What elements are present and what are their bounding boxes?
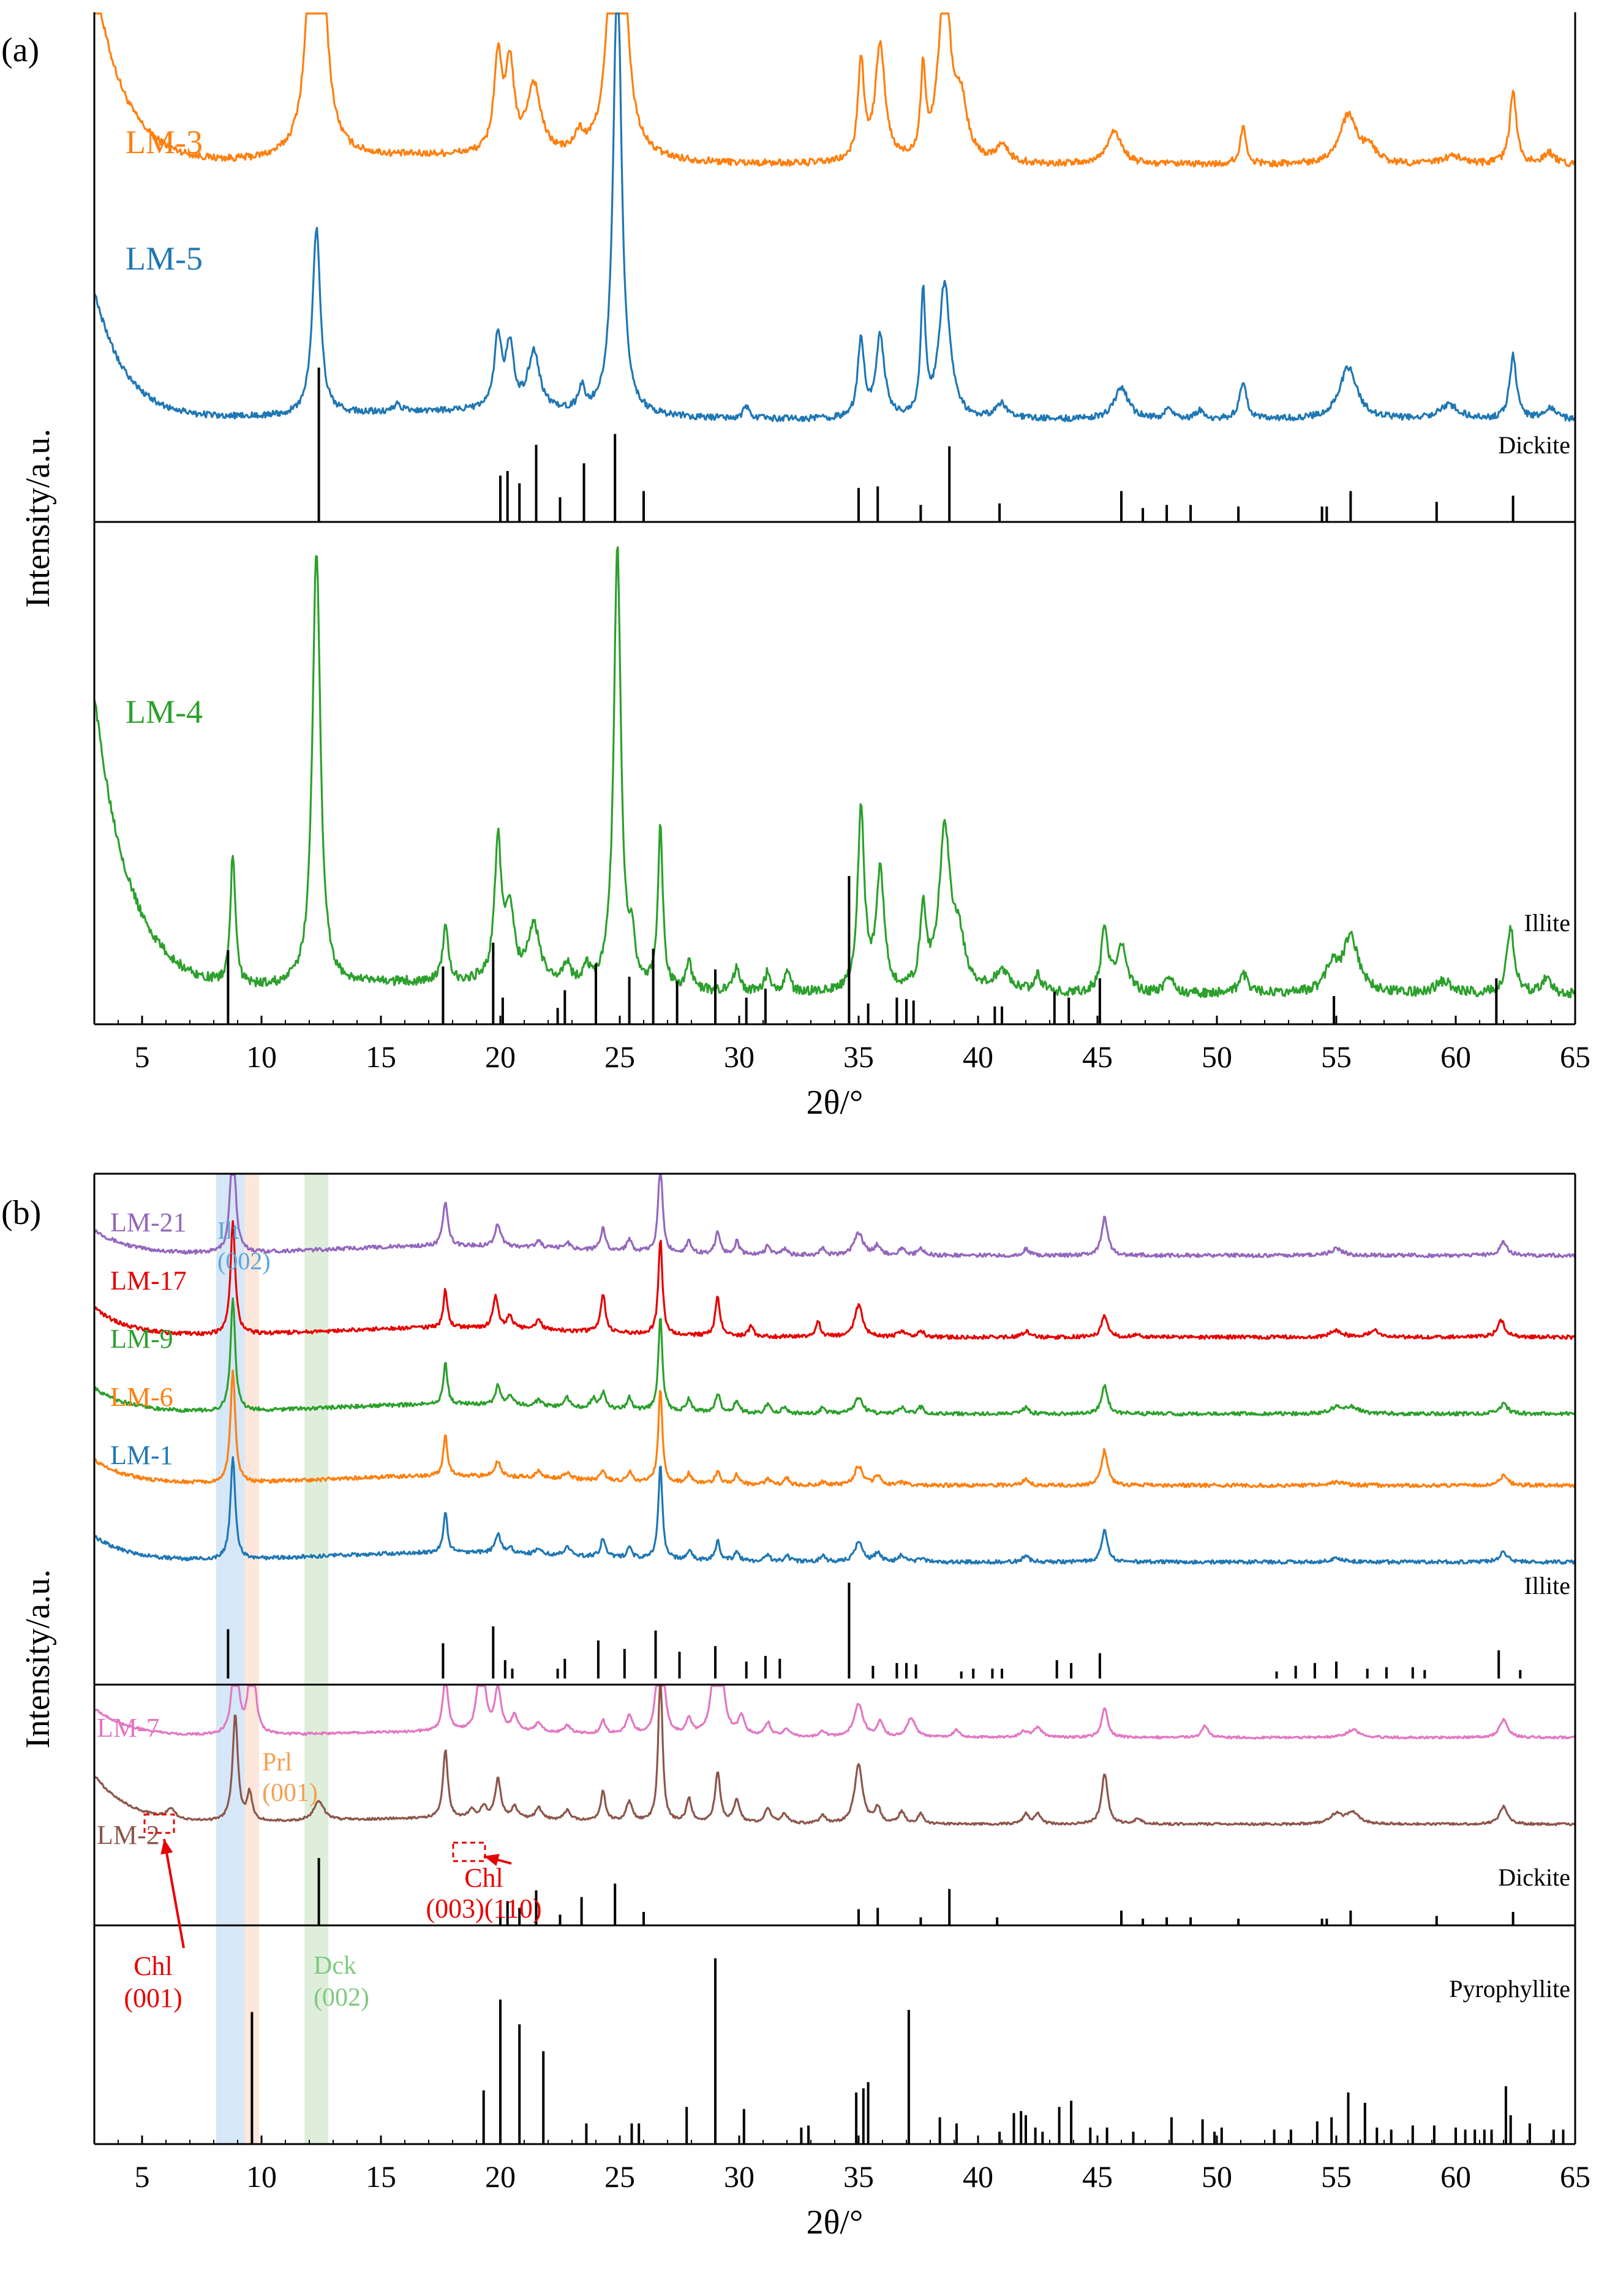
- chl-001-arrow: [163, 1838, 185, 1949]
- x-tick-label: 65: [1560, 1040, 1590, 1074]
- series-line-lm-17: [93, 1220, 1576, 1340]
- annotation-text: (002): [314, 1984, 369, 2012]
- x-tick-label: 10: [246, 2159, 277, 2194]
- series-line-lm-4: [93, 546, 1576, 999]
- panel-b: LM-21 LM-17 LM-9 LM-6 LM-1 Illite LM-7 LM-2 Dick…: [1, 1173, 1590, 2241]
- annotation-text: Ilt: [217, 1217, 239, 1244]
- chl-001-marker-box: [143, 1813, 175, 1834]
- annotation-text: (001): [262, 1779, 318, 1807]
- x-tick-label: 10: [246, 1040, 277, 1074]
- reference-label-illite: Illite: [1524, 909, 1570, 937]
- series-line-lm-5: [93, 12, 1576, 423]
- x-tick-label: 45: [1082, 1040, 1113, 1074]
- panel-label: (b): [1, 1194, 41, 1232]
- x-tick-label: 40: [963, 2159, 993, 2194]
- x-tick-label: 65: [1560, 2159, 1590, 2194]
- x-tick-label: 35: [843, 1040, 874, 1074]
- annotation-text: Dck: [314, 1952, 356, 1980]
- series-line-lm-3: [94, 12, 1576, 168]
- series-label-lm-3: LM-3: [126, 124, 203, 160]
- x-tick-label: 25: [604, 1040, 635, 1074]
- series-label-lm-21: LM-21: [110, 1207, 187, 1237]
- highlight-band: [304, 1174, 329, 2144]
- x-tick-label: 5: [135, 1040, 150, 1074]
- y-axis-title: Intensity/a.u.: [19, 1569, 57, 1748]
- series-label-lm-9: LM-9: [110, 1324, 173, 1354]
- annotation-text: (001): [124, 1983, 182, 2013]
- chl-003-arrow-head: [484, 1854, 500, 1866]
- x-tick-label: 15: [366, 2159, 396, 2194]
- annotation-text: (003)(110): [426, 1894, 542, 1924]
- annotation-text: Chl: [134, 1951, 173, 1981]
- x-tick-label: 35: [843, 2159, 874, 2194]
- series-label-lm-2: LM-2: [97, 1820, 160, 1850]
- x-tick-label: 45: [1082, 2159, 1113, 2194]
- chl-001-arrow-head: [160, 1839, 173, 1855]
- highlight-band: [244, 1174, 260, 2144]
- x-tick-label: 20: [485, 2159, 516, 2194]
- series-line-lm-2: [93, 1685, 1576, 1827]
- reference-label-illite: Illite: [1524, 1572, 1570, 1599]
- x-tick-label: 25: [604, 2159, 635, 2194]
- reference-label-pyrophyllite: Pyrophyllite: [1449, 1975, 1570, 2003]
- reference-label-dickite: Dickite: [1498, 1864, 1570, 1891]
- series-label-lm-4: LM-4: [126, 693, 203, 730]
- x-tick-label: 5: [135, 2159, 150, 2194]
- series-line-lm-6: [93, 1369, 1576, 1489]
- x-tick-label: 30: [724, 1040, 755, 1074]
- x-tick-label: 50: [1202, 1040, 1232, 1074]
- x-tick-label: 50: [1202, 2159, 1232, 2194]
- series-line-lm-7: [94, 1685, 1576, 1740]
- series-line-lm-21: [94, 1174, 1576, 1258]
- x-tick-label: 60: [1440, 2159, 1471, 2194]
- series-label-lm-5: LM-5: [126, 240, 203, 277]
- series-label-lm-6: LM-6: [110, 1382, 173, 1412]
- annotation-text: Chl: [464, 1863, 503, 1893]
- x-tick-label: 30: [724, 2159, 755, 2194]
- x-tick-label: 60: [1440, 1040, 1471, 1074]
- x-tick-label: 20: [485, 1040, 516, 1074]
- annotation-text: Prl: [262, 1748, 292, 1777]
- panel-label: (a): [1, 31, 39, 69]
- series-label-lm-7: LM-7: [97, 1713, 160, 1743]
- x-tick-label: 55: [1321, 1040, 1352, 1074]
- series-line-lm-9: [93, 1297, 1576, 1417]
- reference-label-dickite: Dickite: [1498, 431, 1570, 459]
- x-tick-label: 40: [963, 1040, 993, 1074]
- x-axis-title: 2θ/°: [807, 1084, 864, 1122]
- annotation-text: (002): [217, 1247, 271, 1275]
- x-axis-title: 2θ/°: [807, 2203, 864, 2241]
- series-line-lm-1: [93, 1456, 1576, 1565]
- chl-003-marker-box: [452, 1841, 486, 1862]
- series-label-lm-17: LM-17: [110, 1266, 187, 1296]
- series-label-lm-1: LM-1: [110, 1440, 173, 1470]
- x-tick-label: 55: [1321, 2159, 1352, 2194]
- panel-a: LM-3 LM-5 Dickite LM-4 Illite 5 10 15 20 25 30 35 40…: [1, 12, 1590, 1122]
- y-axis-title: Intensity/a.u.: [19, 429, 57, 608]
- x-tick-label: 15: [366, 1040, 396, 1074]
